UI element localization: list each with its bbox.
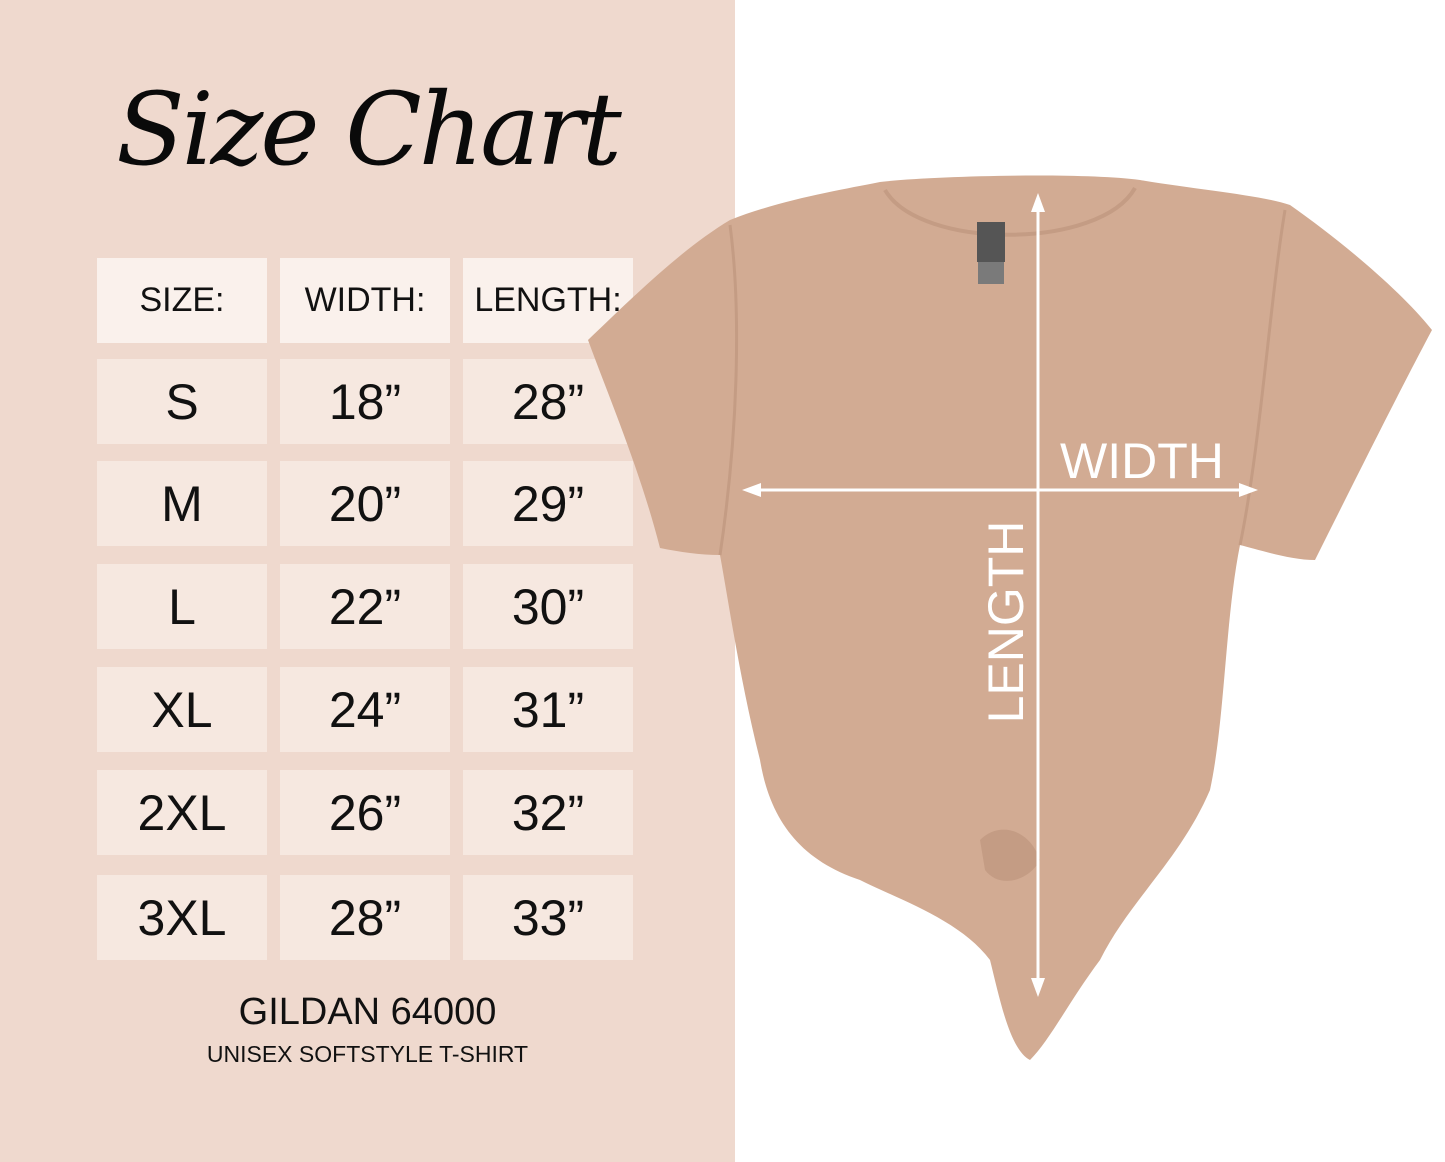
width-label: WIDTH — [1060, 433, 1224, 489]
page-title: Size Chart — [116, 71, 622, 188]
table-cell: 33” — [463, 875, 633, 960]
table-cell: L — [97, 564, 267, 649]
table-cell: M — [97, 461, 267, 546]
neck-tag — [977, 222, 1005, 262]
tshirt-body — [588, 175, 1432, 1060]
table-cell: 26” — [280, 770, 450, 855]
product-name: GILDAN 64000 — [238, 991, 497, 1033]
table-cell: 18” — [280, 359, 450, 444]
table-cell: 2XL — [97, 770, 267, 855]
product-description: UNISEX SOFTSTYLE T-SHIRT — [206, 1041, 529, 1067]
column-header: SIZE: — [97, 258, 267, 343]
table-cell: XL — [97, 667, 267, 752]
table-cell: 20” — [280, 461, 450, 546]
table-cell: 30” — [463, 564, 633, 649]
length-label: LENGTH — [978, 520, 1034, 724]
table-cell: 29” — [463, 461, 633, 546]
column-header: WIDTH: — [280, 258, 450, 343]
table-cell: 31” — [463, 667, 633, 752]
table-cell: 3XL — [97, 875, 267, 960]
table-cell: S — [97, 359, 267, 444]
table-cell: 32” — [463, 770, 633, 855]
table-cell: 24” — [280, 667, 450, 752]
table-cell: 28” — [280, 875, 450, 960]
table-cell: 22” — [280, 564, 450, 649]
column-header: LENGTH: — [463, 258, 633, 343]
